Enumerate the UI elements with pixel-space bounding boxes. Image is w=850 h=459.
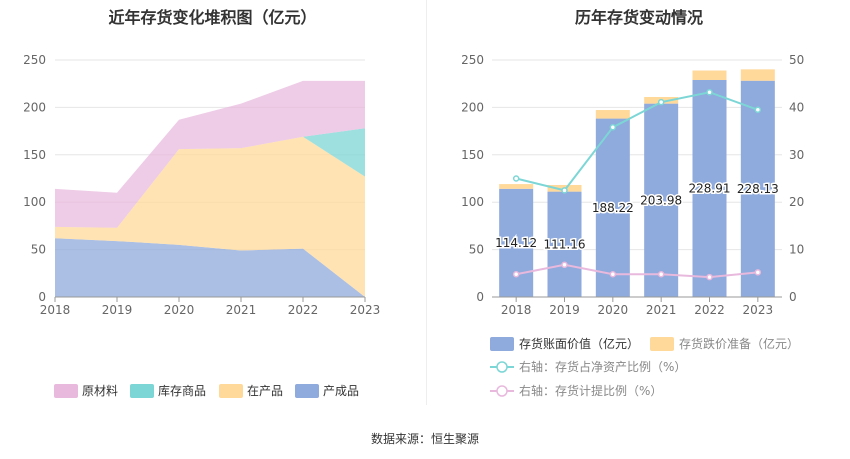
y2-tick-label: 10 — [789, 243, 804, 257]
y2-tick-label: 40 — [789, 100, 804, 114]
x-tick-label: 2021 — [646, 303, 677, 317]
x-tick-label: 2022 — [288, 303, 319, 317]
line-point — [561, 187, 568, 194]
line-point — [657, 98, 665, 106]
chart-title: 近年存货变化堆积图（亿元） — [108, 8, 317, 27]
x-tick-label: 2021 — [226, 303, 257, 317]
legend-swatch — [490, 337, 514, 351]
line-series — [515, 91, 759, 192]
line-point — [657, 270, 665, 278]
line-point — [706, 88, 713, 96]
y-tick-label: 0 — [38, 290, 46, 304]
bar-value-label: 228.91 — [689, 181, 731, 195]
legend-label: 产成品 — [323, 384, 359, 398]
y-tick-label: 0 — [476, 290, 484, 304]
line-series — [515, 263, 758, 279]
bar-value-label: 228.13 — [737, 182, 779, 196]
y2-tick-label: 30 — [789, 148, 804, 162]
legend-label: 原材料 — [82, 384, 118, 398]
y2-tick-label: 0 — [789, 290, 797, 304]
x-tick-label: 2018 — [40, 303, 71, 317]
x-tick-label: 2018 — [501, 303, 532, 317]
legend-swatch — [219, 384, 243, 398]
area-series — [55, 136, 365, 297]
y-tick-label: 150 — [461, 148, 484, 162]
x-tick-label: 2023 — [350, 303, 381, 317]
y2-tick-label: 20 — [789, 195, 804, 209]
legend-swatch — [54, 384, 78, 398]
y-tick-label: 100 — [461, 195, 484, 209]
legend-swatch — [295, 384, 319, 398]
chart-title: 历年存货变动情况 — [574, 8, 703, 27]
legend-label: 存货账面价值（亿元） — [519, 336, 639, 351]
stacked-area-chart: 0 50 100 150 200 250 2018 2019 2020 2021 2022 2023 原… — [23, 53, 381, 398]
panel-divider — [426, 0, 427, 405]
line-point — [561, 261, 568, 269]
legend-swatch — [650, 337, 674, 351]
bar-segment — [499, 188, 534, 297]
x-tick-label: 2020 — [598, 303, 629, 317]
bar-segment — [740, 80, 775, 297]
bar-value-label: 203.98 — [640, 193, 682, 207]
line-point — [754, 269, 762, 276]
bar-value-label: 188.22 — [592, 201, 634, 215]
x-tick-label: 2022 — [694, 303, 725, 317]
bar-segment — [644, 103, 679, 298]
y-tick-label: 100 — [23, 195, 46, 209]
legend-label: 右轴：存货占净资产比例（%） — [519, 359, 686, 374]
stacked-area-chart-panel: 近年存货变化堆积图（亿元） 0 50 100 150 200 250 2018 2019 202… — [0, 0, 425, 410]
bar-segment — [692, 79, 727, 297]
bar-segment — [740, 69, 775, 81]
legend-label: 在产品 — [247, 384, 283, 398]
inventory-bar-line-chart: 0 50 100 150 200 250 0 10 20 30 40 50 114.12 111.16 18… — [461, 53, 804, 398]
y-tick-label: 50 — [31, 243, 46, 257]
line-point — [512, 270, 520, 278]
bar-value-label: 114.12 — [495, 236, 537, 250]
line-point — [609, 270, 617, 278]
legend-label: 库存商品 — [158, 383, 206, 398]
y-tick-label: 50 — [469, 243, 484, 257]
area-series — [55, 238, 365, 297]
bar-value-label: 111.16 — [544, 237, 586, 251]
area-series — [55, 128, 365, 228]
y-tick-label: 200 — [23, 100, 46, 114]
legend-label: 右轴：存货计提比例（%） — [519, 383, 662, 398]
legend-line-marker — [496, 385, 508, 397]
x-tick-label: 2019 — [102, 303, 133, 317]
legend-label: 存货跌价准备（亿元） — [679, 336, 799, 351]
y-tick-label: 150 — [23, 148, 46, 162]
bar-segment — [595, 118, 630, 297]
line-point — [609, 124, 617, 131]
y2-tick-label: 50 — [789, 53, 804, 67]
bar-segment — [595, 110, 630, 119]
x-tick-label: 2020 — [164, 303, 195, 317]
bar-segment — [499, 184, 534, 189]
y-tick-label: 250 — [461, 53, 484, 67]
area-series — [55, 80, 365, 228]
data-source: 数据来源：恒生聚源 — [370, 432, 479, 446]
line-point — [754, 106, 762, 114]
x-tick-label: 2019 — [549, 303, 580, 317]
legend-swatch — [130, 384, 154, 398]
x-tick-label: 2023 — [743, 303, 774, 317]
inventory-bar-chart-panel: 历年存货变动情况 0 50 100 150 200 250 0 10 20 30 40 50 114.1… — [428, 0, 850, 410]
legend-line-marker — [496, 361, 508, 373]
line-point — [706, 273, 713, 281]
y-tick-label: 250 — [23, 53, 46, 67]
bar-segment — [692, 70, 727, 80]
bar-segment — [547, 191, 582, 297]
line-point — [512, 175, 520, 182]
y-tick-label: 200 — [461, 100, 484, 114]
